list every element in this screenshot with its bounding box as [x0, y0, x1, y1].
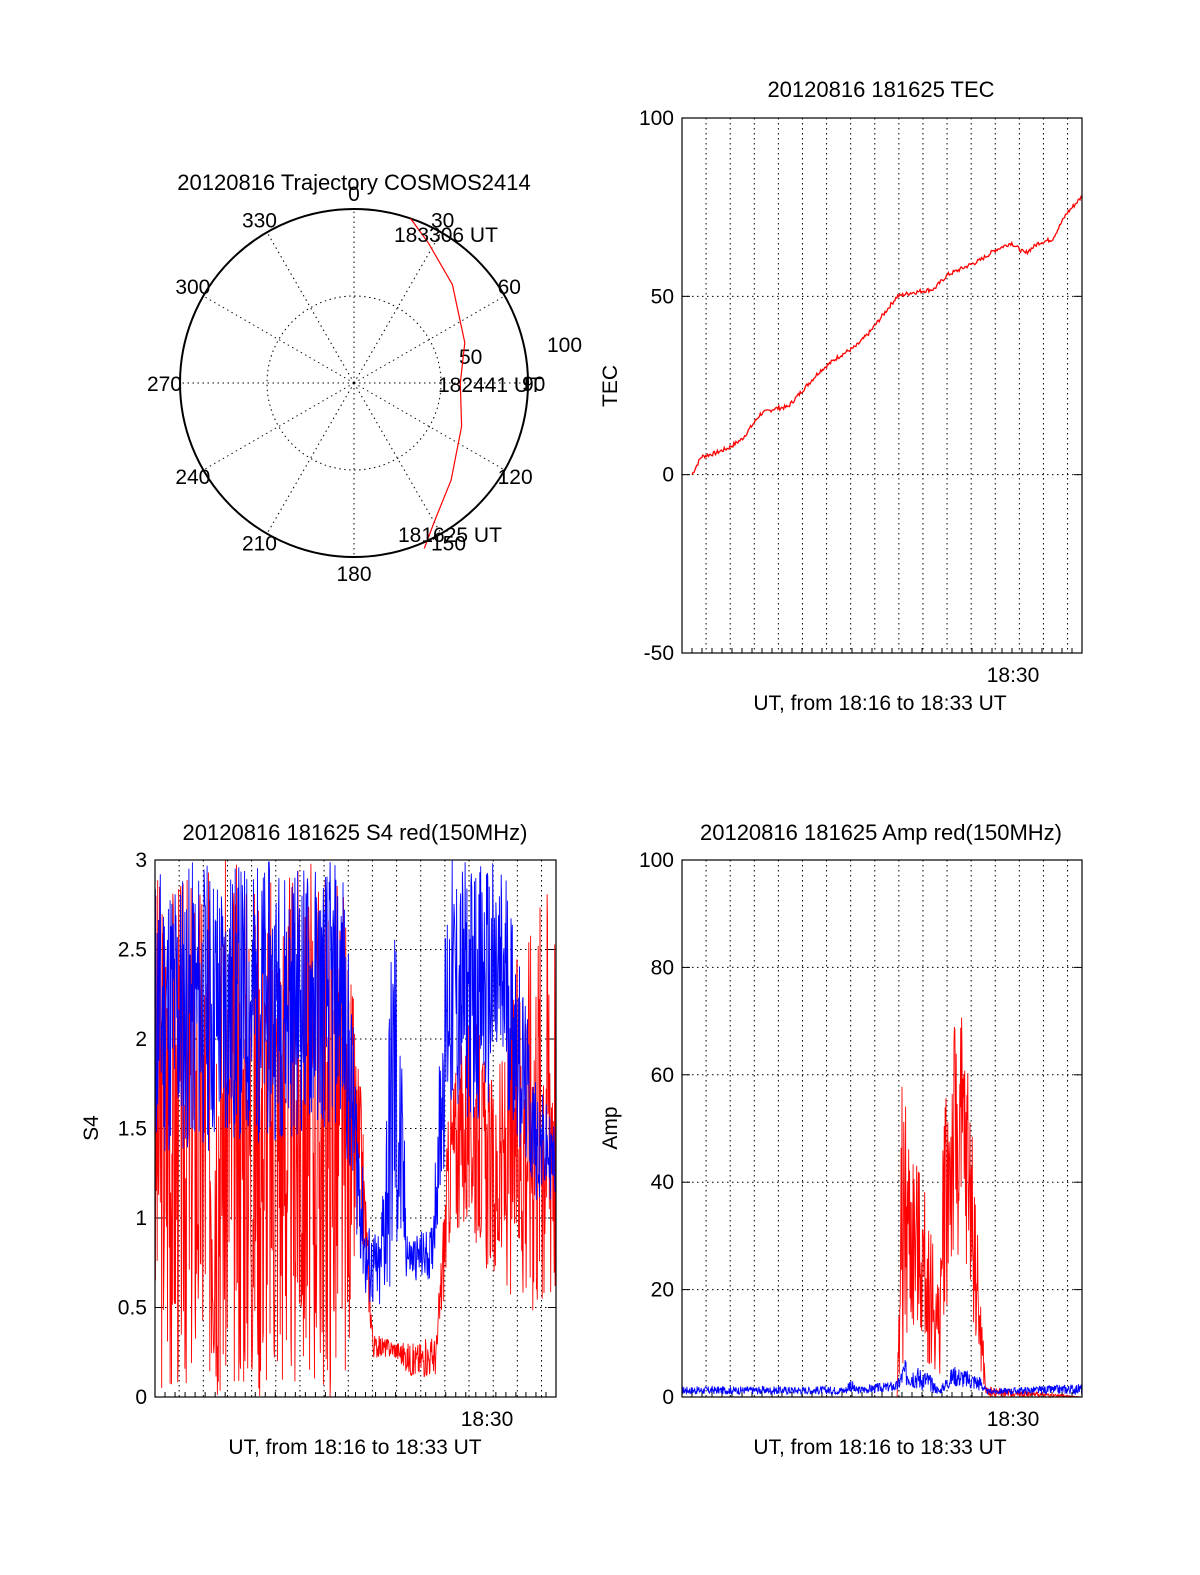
tec-grid — [682, 117, 1082, 654]
y-tick-label: 40 — [651, 1171, 674, 1194]
polar-radius-label-50: 50 — [459, 346, 482, 369]
polar-spoke — [353, 382, 505, 471]
y-tick-label: 80 — [651, 956, 674, 979]
y-tick-label: 2 — [135, 1028, 147, 1051]
tec-series-line — [691, 195, 1083, 475]
polar-angle-label: 90 — [522, 373, 545, 396]
s4-x-axis-label: UT, from 18:16 to 18:33 UT — [228, 1436, 481, 1459]
polar-spoke — [203, 295, 355, 384]
y-tick-label: 3 — [135, 849, 147, 872]
amp-y-tick-labels: 0 20 40 60 80 100 — [639, 849, 674, 1409]
y-tick-label: 1 — [135, 1207, 147, 1230]
s4-plot-frame — [154, 859, 557, 1398]
polar-angle-label: 270 — [147, 373, 182, 396]
polar-spoke — [353, 295, 505, 384]
y-tick-label: 0.5 — [118, 1297, 147, 1320]
polar-spoke — [203, 382, 355, 471]
s4-blue-series — [154, 860, 557, 1305]
y-tick-label: 50 — [651, 285, 674, 308]
tec-y-tick-labels: -50 0 50 100 — [639, 107, 674, 665]
polar-angle-label: 240 — [175, 466, 210, 489]
y-tick-label: 0 — [135, 1386, 147, 1409]
y-tick-label: 0 — [662, 464, 674, 487]
polar-angle-label: 330 — [242, 209, 277, 232]
polar-angle-label: 30 — [431, 209, 454, 232]
polar-angle-label: 210 — [242, 533, 277, 556]
amp-x-tick-label: 18:30 — [987, 1408, 1040, 1431]
polar-angle-label: 150 — [431, 533, 466, 556]
amp-grid — [682, 859, 1082, 1398]
s4-x-tick-label: 18:30 — [461, 1408, 514, 1431]
y-tick-label: 100 — [639, 849, 674, 872]
amp-title: 20120816 181625 Amp red(150MHz) — [700, 820, 1062, 845]
tec-x-tick-label: 18:30 — [987, 664, 1040, 687]
trajectory-mid-time-label: 182441 UT — [438, 374, 542, 397]
s4-title: 20120816 181625 S4 red(150MHz) — [183, 820, 528, 845]
amp-panel: 20120816 181625 Amp red(150MHz) 0 20 40 60 8… — [599, 820, 1083, 1459]
amp-y-axis-label: Amp — [599, 1106, 622, 1149]
polar-spoke — [266, 382, 355, 534]
polar-grid — [179, 208, 529, 558]
polar-title: 20120816 Trajectory COSMOS2414 — [177, 170, 530, 195]
polar-outer-circle — [179, 208, 529, 558]
polar-angle-label: 0 — [348, 183, 360, 206]
y-tick-label: 60 — [651, 1064, 674, 1087]
y-tick-label: 1.5 — [118, 1118, 147, 1141]
polar-spoke — [266, 232, 355, 384]
polar-trajectory-panel: 20120816 Trajectory COSMOS2414 0 30 60 90 12… — [147, 170, 582, 586]
y-tick-label: 20 — [651, 1279, 674, 1302]
y-tick-label: -50 — [644, 642, 674, 665]
polar-spoke — [353, 232, 442, 384]
noise-series-line — [681, 1359, 1083, 1396]
amp-x-axis-label: UT, from 18:16 to 18:33 UT — [753, 1436, 1006, 1459]
noise-series-line — [154, 860, 557, 1305]
polar-angle-label: 180 — [336, 563, 371, 586]
polar-inner-circle — [266, 295, 442, 471]
trajectory-start-time-label: 181625 UT — [398, 524, 502, 547]
tec-plot-frame — [681, 117, 1083, 654]
polar-radius-label-100: 100 — [547, 334, 582, 357]
polar-angle-labels: 0 30 60 90 120 150 180 210 240 270 300 330 — [147, 183, 545, 586]
polar-trajectory-line — [410, 218, 466, 549]
tec-panel: 20120816 181625 TEC -50 0 50 100 18:30 UT, … — [599, 77, 1083, 715]
y-tick-label: 100 — [639, 107, 674, 130]
tec-y-axis-label: TEC — [599, 365, 622, 407]
s4-panel: 20120816 181625 S4 red(150MHz) 0 0.5 1 1.5 2… — [80, 820, 557, 1459]
amp-blue-series — [681, 1359, 1083, 1396]
y-tick-label: 2.5 — [118, 939, 147, 962]
polar-angle-label: 60 — [498, 276, 521, 299]
s4-y-axis-label: S4 — [80, 1115, 103, 1141]
y-tick-label: 0 — [662, 1386, 674, 1409]
polar-angle-label: 300 — [175, 276, 210, 299]
polar-spoke — [353, 382, 442, 534]
s4-y-tick-labels: 0 0.5 1 1.5 2 2.5 3 — [118, 849, 147, 1409]
polar-angle-label: 120 — [498, 466, 533, 489]
trajectory-end-time-label: 183306 UT — [394, 224, 498, 247]
tec-title: 20120816 181625 TEC — [767, 77, 994, 102]
amp-plot-frame — [681, 859, 1083, 1398]
tec-x-axis-label: UT, from 18:16 to 18:33 UT — [753, 692, 1006, 715]
